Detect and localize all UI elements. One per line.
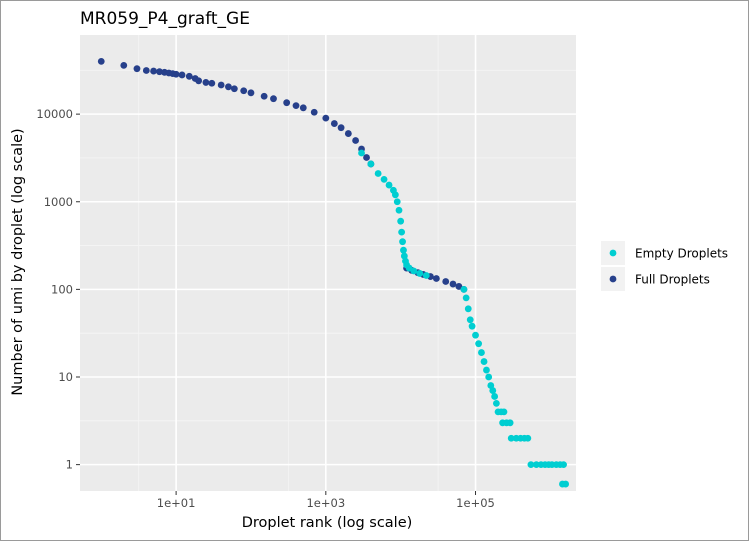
y-tick-label: 1 bbox=[66, 458, 73, 472]
full-droplet-point bbox=[150, 67, 157, 75]
legend-label: Full Droplets bbox=[635, 273, 710, 287]
full-droplet-point bbox=[178, 71, 186, 79]
empty-droplet-point bbox=[507, 434, 515, 442]
empty-droplet-point bbox=[492, 399, 500, 407]
empty-droplet-point bbox=[400, 246, 407, 254]
y-tick-label: 100 bbox=[51, 282, 73, 296]
full-droplet-point bbox=[330, 120, 338, 127]
full-droplet-point bbox=[310, 108, 318, 116]
empty-droplet-point bbox=[506, 419, 514, 427]
full-droplet-point bbox=[260, 92, 268, 100]
x-tick-label: 1e+01 bbox=[157, 496, 196, 510]
empty-droplet-point bbox=[380, 175, 388, 183]
empty-droplet-point bbox=[466, 316, 474, 324]
empty-droplet-point bbox=[478, 349, 485, 356]
full-droplet-point bbox=[208, 79, 216, 87]
major-gridlines bbox=[80, 35, 576, 491]
full-droplet-point bbox=[283, 99, 291, 107]
empty-droplet-point bbox=[489, 387, 497, 394]
full-droplet-point bbox=[292, 102, 300, 110]
full-droplet-point bbox=[337, 124, 345, 132]
full-droplet-point bbox=[352, 137, 359, 144]
empty-droplet-point bbox=[460, 285, 468, 293]
full-droplet-point bbox=[120, 61, 128, 69]
full-droplet-point bbox=[432, 275, 440, 282]
full-droplet-point bbox=[142, 67, 150, 74]
empty-droplet-point bbox=[398, 228, 406, 236]
y-axis-title: Number of umi by droplet (log scale) bbox=[10, 128, 26, 395]
full-droplet-point bbox=[185, 72, 193, 80]
full-droplet-point bbox=[322, 114, 330, 122]
x-axis-title: Droplet rank (log scale) bbox=[242, 515, 413, 531]
legend: Empty Droplets Full Droplets bbox=[601, 241, 728, 291]
full-droplet-point bbox=[133, 65, 141, 73]
full-droplet-point bbox=[270, 95, 277, 103]
empty-droplet-point bbox=[483, 366, 490, 374]
full-droplet-point bbox=[195, 77, 203, 85]
empty-droplet-point bbox=[464, 305, 472, 313]
y-tick-label: 1000 bbox=[44, 195, 73, 209]
full-droplet-point bbox=[225, 83, 232, 91]
empty-droplet-point bbox=[397, 217, 405, 225]
empty-droplet-point bbox=[524, 434, 532, 442]
empty-droplet-point bbox=[399, 238, 406, 246]
empty-droplet-point bbox=[422, 272, 430, 279]
full-droplet-point bbox=[442, 278, 450, 285]
y-axis-ticks: 1 10 100 1000 10000 bbox=[36, 107, 80, 472]
empty-droplet-point bbox=[562, 480, 570, 488]
empty-droplet-point bbox=[472, 331, 479, 339]
empty-droplet-point bbox=[475, 340, 483, 348]
full-droplet-point bbox=[172, 70, 180, 78]
empty-droplet-point bbox=[491, 393, 499, 400]
empty-droplet-point bbox=[532, 461, 540, 469]
y-tick-label: 10 bbox=[58, 370, 73, 384]
plot-panel bbox=[80, 35, 576, 491]
empty-droplet-point bbox=[385, 181, 393, 189]
empty-droplet-point bbox=[468, 322, 476, 330]
full-droplet-point bbox=[230, 85, 238, 93]
empty-droplet-point bbox=[462, 294, 470, 302]
legend-key-point bbox=[609, 249, 617, 257]
empty-droplet-point bbox=[410, 267, 418, 275]
empty-droplet-point bbox=[480, 358, 488, 365]
full-droplet-point bbox=[156, 68, 163, 76]
empty-droplet-point bbox=[374, 170, 382, 177]
x-tick-label: 1e+03 bbox=[306, 496, 345, 510]
legend-key-point bbox=[609, 275, 617, 283]
full-droplet-point bbox=[455, 283, 463, 290]
full-droplet-point bbox=[247, 89, 255, 97]
empty-droplet-point bbox=[393, 198, 401, 206]
legend-label: Empty Droplets bbox=[635, 247, 728, 261]
full-droplet-point bbox=[363, 154, 370, 161]
empty-droplet-point bbox=[560, 461, 567, 469]
empty-droplet-point bbox=[400, 252, 408, 260]
empty-droplet-point bbox=[485, 373, 493, 381]
empty-droplet-point bbox=[395, 206, 403, 214]
full-droplet-point bbox=[240, 87, 248, 95]
chart-title: MR059_P4_graft_GE bbox=[80, 9, 250, 29]
empty-droplet-point bbox=[416, 270, 424, 277]
minor-gridlines bbox=[80, 35, 576, 491]
full-droplet-point bbox=[299, 104, 307, 112]
full-droplet-point bbox=[344, 130, 352, 137]
empty-droplet-point bbox=[367, 160, 375, 168]
full-droplet-point bbox=[202, 79, 210, 86]
x-tick-label: 1e+05 bbox=[456, 496, 495, 510]
data-points bbox=[97, 57, 570, 488]
empty-droplet-point bbox=[358, 149, 365, 157]
x-axis-ticks: 1e+01 1e+03 1e+05 bbox=[157, 491, 495, 510]
full-droplet-point bbox=[449, 280, 457, 288]
empty-droplet-point bbox=[391, 191, 399, 199]
full-droplet-point bbox=[97, 57, 105, 65]
y-tick-label: 10000 bbox=[36, 107, 73, 121]
full-droplet-point bbox=[217, 81, 225, 89]
empty-droplet-point bbox=[527, 461, 535, 469]
empty-droplet-point bbox=[500, 408, 508, 416]
